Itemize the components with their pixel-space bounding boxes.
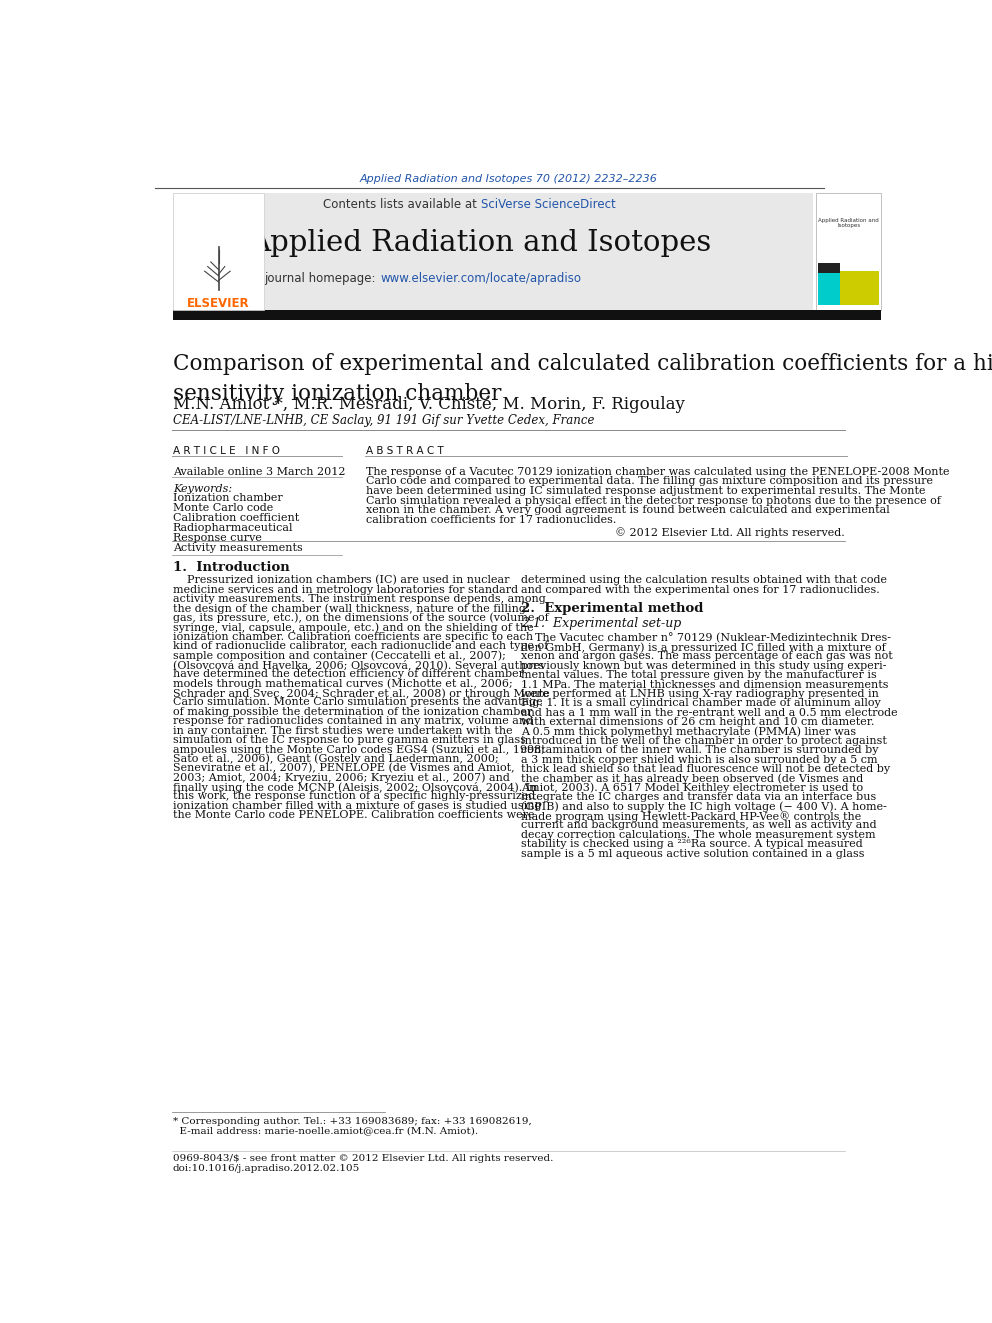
FancyBboxPatch shape [840,271,879,306]
Text: 2003; Amiot, 2004; Kryeziu, 2006; Kryeziu et al., 2007) and: 2003; Amiot, 2004; Kryeziu, 2006; Kryezi… [173,773,510,783]
Text: * Corresponding author. Tel.: +33 169083689; fax: +33 169082619,: * Corresponding author. Tel.: +33 169083… [173,1117,532,1126]
Text: Keywords:: Keywords: [173,484,232,493]
Text: Seneviratne et al., 2007), PENELOPE (de Vismes and Amiot,: Seneviratne et al., 2007), PENELOPE (de … [173,763,515,774]
Text: and compared with the experimental ones for 17 radionuclides.: and compared with the experimental ones … [521,585,880,595]
Text: gas, its pressure, etc.), on the dimensions of the source (volume of: gas, its pressure, etc.), on the dimensi… [173,613,549,623]
Text: Ionization chamber: Ionization chamber [173,493,283,503]
Text: Activity measurements: Activity measurements [173,542,303,553]
Text: Sato et al., 2006), Geant (Gostely and Laedermann, 2000;: Sato et al., 2006), Geant (Gostely and L… [173,754,499,765]
Text: E-mail address: marie-noelle.amiot@cea.fr (M.N. Amiot).: E-mail address: marie-noelle.amiot@cea.f… [173,1126,478,1135]
Text: syringe, vial, capsule, ampoule, etc.) and on the shielding of the: syringe, vial, capsule, ampoule, etc.) a… [173,622,534,632]
Text: activity measurements. The instrument response depends, among: activity measurements. The instrument re… [173,594,546,605]
Text: A B S T R A C T: A B S T R A C T [366,446,443,456]
Text: the design of the chamber (wall thickness, nature of the filling: the design of the chamber (wall thicknes… [173,603,526,614]
Text: medicine services and in metrology laboratories for standard: medicine services and in metrology labor… [173,585,518,595]
Text: mental values. The total pressure given by the manufacturer is: mental values. The total pressure given … [521,671,877,680]
Text: Schrader and Svec, 2004; Schrader et al., 2008) or through Monte: Schrader and Svec, 2004; Schrader et al.… [173,688,550,699]
Text: Pressurized ionization chambers (IC) are used in nuclear: Pressurized ionization chambers (IC) are… [173,576,509,586]
Text: den GmbH, Germany) is a pressurized IC filled with a mixture of: den GmbH, Germany) is a pressurized IC f… [521,642,886,652]
Text: thick lead shield so that lead fluorescence will not be detected by: thick lead shield so that lead fluoresce… [521,765,890,774]
Text: sample composition and container (Ceccatelli et al., 2007);: sample composition and container (Ceccat… [173,651,506,662]
Text: www.elsevier.com/locate/apradiso: www.elsevier.com/locate/apradiso [381,271,581,284]
Text: A 0.5 mm thick polymethyl methacrylate (PMMA) liner was: A 0.5 mm thick polymethyl methacrylate (… [521,726,856,737]
Text: stability is checked using a ²²⁶Ra source. A typical measured: stability is checked using a ²²⁶Ra sourc… [521,839,863,849]
Text: Carlo code and compared to experimental data. The filling gas mixture compositio: Carlo code and compared to experimental … [366,476,932,487]
Text: xenon and argon gases. The mass percentage of each gas was not: xenon and argon gases. The mass percenta… [521,651,893,662]
Text: M.N. Amiot *, M.R. Mesradi, V. Chisté, M. Morin, F. Rigoulay: M.N. Amiot *, M.R. Mesradi, V. Chisté, M… [173,396,684,413]
Text: finally using the code MCNP (Aleisis, 2002; Olsovcová, 2004). In: finally using the code MCNP (Aleisis, 20… [173,782,538,792]
Text: ampoules using the Monte Carlo codes EGS4 (Suzuki et al., 1998;: ampoules using the Monte Carlo codes EGS… [173,745,545,755]
Text: CEA-LIST/LNE-LNHB, CE Saclay, 91 191 Gif sur Yvette Cedex, France: CEA-LIST/LNE-LNHB, CE Saclay, 91 191 Gif… [173,414,594,427]
Text: Monte Carlo code: Monte Carlo code [173,503,273,513]
Text: 0969-8043/$ - see front matter © 2012 Elsevier Ltd. All rights reserved.: 0969-8043/$ - see front matter © 2012 El… [173,1155,554,1163]
Text: 2.1.  Experimental set-up: 2.1. Experimental set-up [521,618,682,630]
FancyBboxPatch shape [818,263,840,273]
Text: 1.  Introduction: 1. Introduction [173,561,290,574]
Text: Carlo simulation revealed a physical effect in the detector response to photons : Carlo simulation revealed a physical eff… [366,496,940,505]
Text: The response of a Vacutec 70129 ionization chamber was calculated using the PENE: The response of a Vacutec 70129 ionizati… [366,467,949,476]
Text: current and background measurements, as well as activity and: current and background measurements, as … [521,820,876,831]
Text: and has a 1 mm wall in the re-entrant well and a 0.5 mm electrode: and has a 1 mm wall in the re-entrant we… [521,708,898,718]
Text: 2.  Experimental method: 2. Experimental method [521,602,703,615]
Text: ionization chamber. Calibration coefficients are specific to each: ionization chamber. Calibration coeffici… [173,631,533,642]
Text: Fig. 1. It is a small cylindrical chamber made of aluminum alloy: Fig. 1. It is a small cylindrical chambe… [521,699,881,708]
Text: SciVerse ScienceDirect: SciVerse ScienceDirect [481,198,616,212]
Text: Available online 3 March 2012: Available online 3 March 2012 [173,467,345,476]
FancyBboxPatch shape [818,271,840,306]
Text: the chamber as it has already been observed (de Vismes and: the chamber as it has already been obser… [521,774,863,785]
Text: Radiopharmaceutical: Radiopharmaceutical [173,523,294,533]
Text: contamination of the inner wall. The chamber is surrounded by: contamination of the inner wall. The cha… [521,745,878,755]
Text: a 3 mm thick copper shield which is also surrounded by a 5 cm: a 3 mm thick copper shield which is also… [521,754,878,765]
Text: 1.1 MPa. The material thicknesses and dimension measurements: 1.1 MPa. The material thicknesses and di… [521,680,888,689]
FancyBboxPatch shape [173,193,264,311]
Text: of making possible the determination of the ionization chamber: of making possible the determination of … [173,706,532,717]
Text: (Olsovcová and Havelka, 2006; Olsovcová, 2010). Several authors: (Olsovcová and Havelka, 2006; Olsovcová,… [173,660,544,671]
FancyBboxPatch shape [173,311,881,320]
Text: introduced in the well of the chamber in order to protect against: introduced in the well of the chamber in… [521,736,887,746]
Text: Applied Radiation and Isotopes: Applied Radiation and Isotopes [249,229,711,258]
Text: simulation of the IC response to pure gamma emitters in glass: simulation of the IC response to pure ga… [173,736,526,745]
Text: journal homepage:: journal homepage: [265,271,380,284]
Text: calibration coefficients for 17 radionuclides.: calibration coefficients for 17 radionuc… [366,515,616,525]
Text: © 2012 Elsevier Ltd. All rights reserved.: © 2012 Elsevier Ltd. All rights reserved… [615,528,845,538]
Text: this work, the response function of a specific highly-pressurized: this work, the response function of a sp… [173,791,535,802]
Text: in any container. The first studies were undertaken with the: in any container. The first studies were… [173,725,513,736]
Text: Comparison of experimental and calculated calibration coefficients for a high
se: Comparison of experimental and calculate… [173,353,992,405]
Text: with external dimensions of 26 cm height and 10 cm diameter.: with external dimensions of 26 cm height… [521,717,874,728]
Text: (GPIB) and also to supply the IC high voltage (− 400 V). A home-: (GPIB) and also to supply the IC high vo… [521,802,887,812]
FancyBboxPatch shape [816,193,881,311]
Text: previously known but was determined in this study using experi-: previously known but was determined in t… [521,660,886,671]
Text: integrate the IC charges and transfer data via an interface bus: integrate the IC charges and transfer da… [521,792,876,802]
Text: sample is a 5 ml aqueous active solution contained in a glass: sample is a 5 ml aqueous active solution… [521,848,864,859]
Text: made program using Hewlett-Packard HP-Vee® controls the: made program using Hewlett-Packard HP-Ve… [521,811,861,822]
Text: models through mathematical curves (Michotte et al., 2006;: models through mathematical curves (Mich… [173,679,513,689]
Text: were performed at LNHB using X-ray radiography presented in: were performed at LNHB using X-ray radio… [521,689,879,699]
Text: ionization chamber filled with a mixture of gases is studied using: ionization chamber filled with a mixture… [173,800,542,811]
Text: decay correction calculations. The whole measurement system: decay correction calculations. The whole… [521,830,875,840]
Text: have determined the detection efficiency of different chamber: have determined the detection efficiency… [173,669,524,679]
Text: doi:10.1016/j.apradiso.2012.02.105: doi:10.1016/j.apradiso.2012.02.105 [173,1164,360,1174]
Text: Applied Radiation and: Applied Radiation and [818,218,879,222]
Text: determined using the calculation results obtained with that code: determined using the calculation results… [521,576,887,585]
Text: Carlo simulation. Monte Carlo simulation presents the advantage: Carlo simulation. Monte Carlo simulation… [173,697,543,708]
Text: ELSEVIER: ELSEVIER [187,298,250,310]
Text: Isotopes: Isotopes [837,224,860,229]
Text: A R T I C L E   I N F O: A R T I C L E I N F O [173,446,280,456]
Text: response for radionuclides contained in any matrix, volume and: response for radionuclides contained in … [173,716,533,726]
Text: Applied Radiation and Isotopes 70 (2012) 2232–2236: Applied Radiation and Isotopes 70 (2012)… [359,173,658,184]
Text: The Vacutec chamber n° 70129 (Nuklear-Medizintechnik Dres-: The Vacutec chamber n° 70129 (Nuklear-Me… [521,632,891,643]
Text: Contents lists available at: Contents lists available at [322,198,480,212]
FancyBboxPatch shape [173,193,813,311]
Text: the Monte Carlo code PENELOPE. Calibration coefficients were: the Monte Carlo code PENELOPE. Calibrati… [173,810,535,820]
Text: Response curve: Response curve [173,533,262,542]
Text: xenon in the chamber. A very good agreement is found between calculated and expe: xenon in the chamber. A very good agreem… [366,505,890,515]
Text: have been determined using IC simulated response adjustment to experimental resu: have been determined using IC simulated … [366,486,926,496]
Text: Amiot, 2003). A 6517 Model Keithley electrometer is used to: Amiot, 2003). A 6517 Model Keithley elec… [521,783,863,794]
Text: kind of radionuclide calibrator, each radionuclide and each type of: kind of radionuclide calibrator, each ra… [173,642,548,651]
Text: Calibration coefficient: Calibration coefficient [173,513,299,523]
